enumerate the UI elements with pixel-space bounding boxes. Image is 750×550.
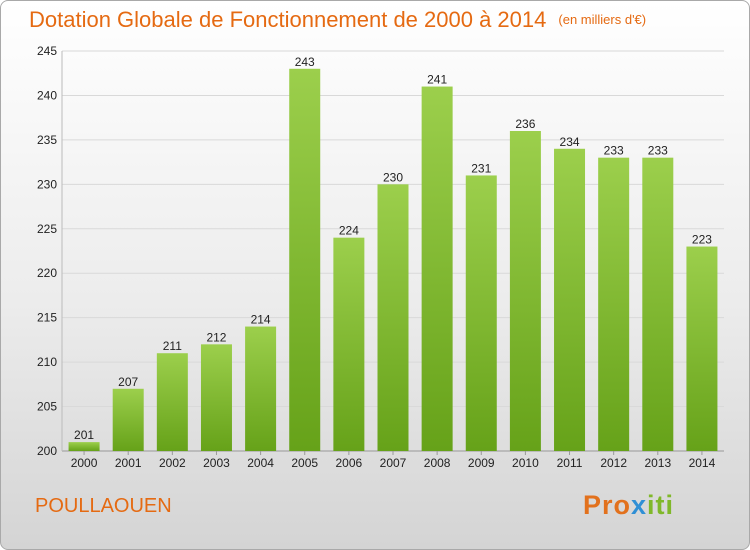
bar: [598, 157, 630, 451]
y-tick-label: 200: [37, 444, 57, 458]
bar: [333, 237, 365, 451]
logo-part-2: x: [631, 490, 648, 520]
chart-title: Dotation Globale de Fonctionnement de 20…: [29, 7, 646, 33]
bar: [289, 68, 321, 452]
bar: [68, 442, 100, 451]
proxiti-logo: Proxiti: [583, 490, 674, 521]
data-label: 233: [648, 144, 668, 158]
commune-name: POULLAOUEN: [35, 495, 172, 517]
bar: [421, 86, 453, 452]
bar: [200, 344, 232, 451]
bar: [509, 131, 541, 451]
data-label: 223: [692, 233, 712, 247]
x-tick-label: 2000: [71, 456, 98, 470]
bar: [156, 353, 188, 451]
x-tick-label: 2012: [600, 456, 627, 470]
y-tick-label: 205: [37, 400, 57, 414]
data-label: 224: [339, 224, 359, 238]
y-tick-label: 235: [37, 133, 57, 147]
y-tick-label: 220: [37, 266, 57, 280]
bar: [245, 326, 277, 451]
x-tick-label: 2014: [689, 456, 716, 470]
chart-unit: (en milliers d'€): [558, 12, 647, 27]
data-label: 207: [118, 375, 138, 389]
data-label: 231: [471, 161, 491, 175]
y-tick-label: 210: [37, 355, 57, 369]
x-tick-label: 2001: [115, 456, 142, 470]
x-tick-label: 2006: [336, 456, 363, 470]
x-tick-label: 2009: [468, 456, 495, 470]
data-label: 201: [74, 428, 94, 442]
data-label: 212: [206, 330, 226, 344]
logo-part-3: iti: [647, 490, 675, 520]
x-tick-label: 2003: [203, 456, 230, 470]
x-tick-label: 2013: [644, 456, 671, 470]
data-label: 243: [295, 55, 315, 69]
y-tick-label: 240: [37, 88, 57, 102]
bar: [377, 184, 409, 452]
bar: [112, 388, 144, 451]
chart-title-text: Dotation Globale de Fonctionnement de 20…: [29, 7, 547, 32]
x-tick-label: 2005: [291, 456, 318, 470]
y-tick-label: 225: [37, 222, 57, 236]
y-tick-label: 230: [37, 177, 57, 191]
x-tick-label: 2008: [424, 456, 451, 470]
x-tick-label: 2002: [159, 456, 186, 470]
bar: [465, 175, 497, 451]
x-tick-label: 2010: [512, 456, 539, 470]
bar: [554, 148, 586, 451]
data-label: 236: [515, 117, 535, 131]
data-label: 234: [560, 135, 580, 149]
data-label: 233: [604, 144, 624, 158]
bar: [642, 157, 674, 451]
x-tick-label: 2007: [380, 456, 407, 470]
data-label: 241: [427, 73, 447, 87]
x-tick-label: 2004: [247, 456, 274, 470]
x-tick-label: 2011: [557, 456, 583, 470]
y-tick-label: 245: [37, 44, 57, 58]
data-label: 230: [383, 170, 403, 184]
data-label: 214: [251, 313, 271, 327]
data-label: 211: [163, 339, 182, 353]
logo-part-1: Pro: [583, 490, 632, 520]
y-tick-label: 215: [37, 311, 57, 325]
bar: [686, 246, 718, 451]
